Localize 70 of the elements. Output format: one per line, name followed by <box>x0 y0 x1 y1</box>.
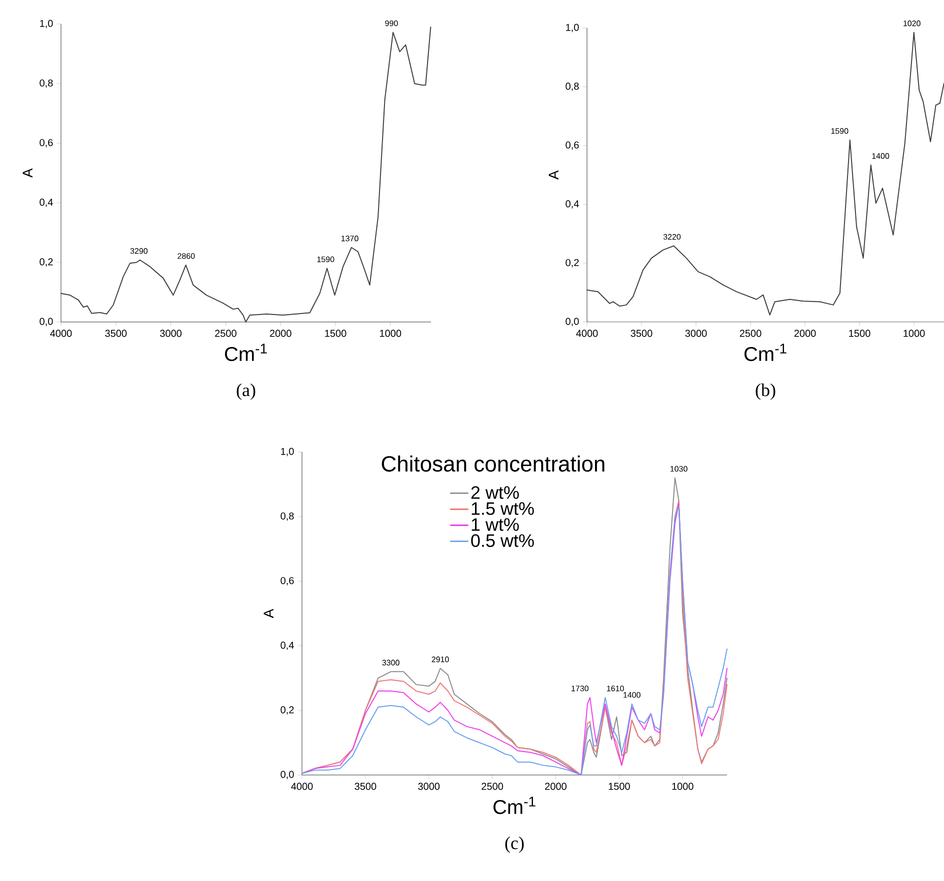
y-tick-label: 0,0 <box>40 318 53 326</box>
x-axis-title: Cm$^{-1}$ <box>224 344 267 362</box>
y-tick-label: 0,8 <box>566 82 579 91</box>
annotation: 1590 <box>831 128 848 134</box>
line-series <box>586 32 944 316</box>
annotation: 3300 <box>382 660 400 666</box>
annotation: 1610 <box>607 686 624 692</box>
annotation: 1370 <box>341 236 358 242</box>
annotation: 2910 <box>432 656 449 662</box>
y-axis-title: A <box>264 608 274 618</box>
y-tick-label: 0,8 <box>40 79 53 88</box>
text: (c) <box>505 836 524 853</box>
y-tick-label: 1,0 <box>566 24 579 32</box>
legend-label: 1 wt% <box>472 518 519 531</box>
x-tick-label: 3500 <box>630 330 652 337</box>
y-tick-label: 0,8 <box>280 512 294 521</box>
line-series <box>60 26 432 322</box>
x-axis-title: Cm$^{-1}$ <box>744 344 786 362</box>
x-tick-label: 2000 <box>545 782 566 790</box>
y-tick-label: 0,4 <box>280 642 294 650</box>
legend-label: 0.5 wt% <box>471 534 534 547</box>
annotation: 2860 <box>178 253 195 259</box>
text: (b) <box>756 384 776 400</box>
legend-title: Chitosan concentration <box>382 456 604 472</box>
x-tick-label: 2000 <box>794 330 816 337</box>
annotation: 1020 <box>904 20 920 26</box>
x-tick-label: 1500 <box>849 330 870 337</box>
y-tick-label: 0,6 <box>280 577 294 586</box>
x-tick-label: 4000 <box>291 782 313 790</box>
x-tick-label: 3000 <box>160 330 182 337</box>
annotation: 1030 <box>670 466 688 472</box>
x-tick-label: 1500 <box>325 330 346 337</box>
legend-label: 1.5 wt% <box>472 502 534 515</box>
x-tick-label: 2500 <box>740 330 762 337</box>
legend-label: 2 wt% <box>471 486 519 499</box>
x-tick-label: 2500 <box>215 330 236 337</box>
annotation: 1590 <box>317 256 334 262</box>
y-tick-label: 0,2 <box>280 706 294 715</box>
annotation: 1730 <box>572 686 588 692</box>
y-tick-label: 0,2 <box>566 259 579 268</box>
x-tick-label: 1500 <box>608 782 630 790</box>
x-axis-title: Cm$^{-1}$ <box>493 796 536 814</box>
y-tick-label: 1,0 <box>40 20 53 28</box>
x-tick-label: 4000 <box>50 330 72 337</box>
x-tick-label: 3000 <box>685 330 707 337</box>
x-tick-label: 3000 <box>418 782 440 790</box>
x-tick-label: 1000 <box>904 330 925 337</box>
y-tick-label: 0,2 <box>40 258 53 267</box>
y-axis-title: A <box>22 168 32 178</box>
y-axis-title: A <box>548 170 558 180</box>
x-tick-label: 3500 <box>354 782 376 790</box>
y-tick-label: 0,0 <box>566 318 579 326</box>
x-tick-label: 2000 <box>270 330 292 337</box>
y-tick-label: 0,4 <box>40 198 53 207</box>
x-tick-label: 1000 <box>672 782 694 790</box>
text: (a) <box>236 384 256 400</box>
y-tick-label: 0,6 <box>566 141 579 150</box>
y-tick-label: 1,0 <box>281 448 294 456</box>
x-tick-label: 2500 <box>482 782 504 790</box>
annotation: 3290 <box>130 248 148 254</box>
y-tick-label: 0,6 <box>40 139 53 148</box>
x-tick-label: 3500 <box>105 330 127 337</box>
x-tick-label: 1000 <box>380 330 402 337</box>
annotation: 990 <box>385 20 398 26</box>
y-tick-label: 0,4 <box>566 200 579 209</box>
y-tick-label: 0,0 <box>280 770 294 780</box>
annotation: 1400 <box>872 153 890 159</box>
annotation: 1400 <box>624 692 640 698</box>
annotation: 3220 <box>663 234 681 240</box>
x-tick-label: 4000 <box>576 330 598 337</box>
